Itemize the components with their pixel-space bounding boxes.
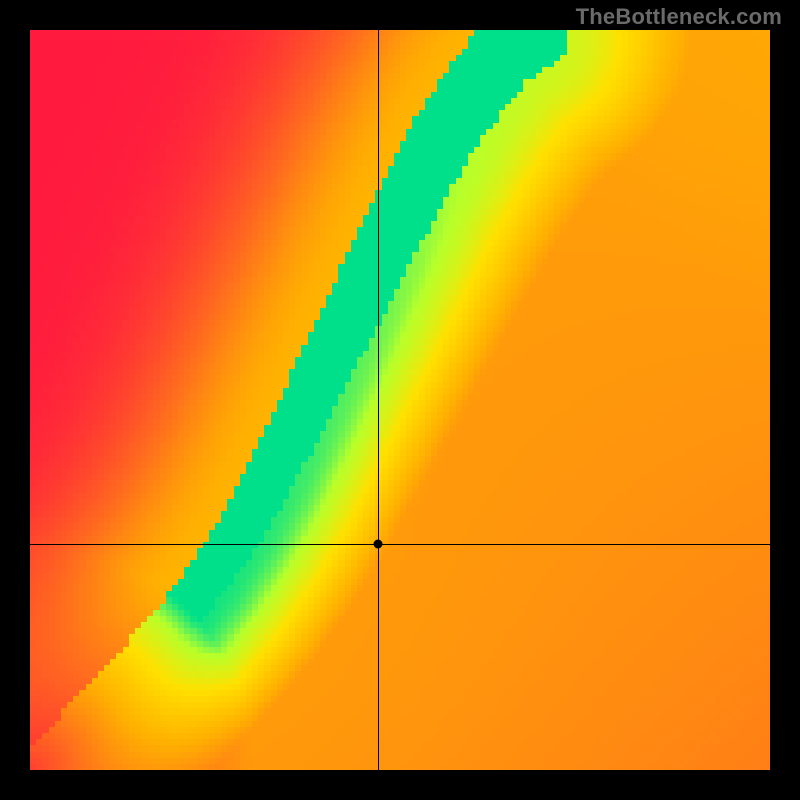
- crosshair-horizontal-line: [30, 544, 770, 545]
- figure-container: TheBottleneck.com: [0, 0, 800, 800]
- crosshair-vertical-line: [378, 30, 379, 770]
- watermark-label: TheBottleneck.com: [576, 4, 782, 30]
- heatmap-plot: [30, 30, 770, 770]
- heatmap-canvas: [30, 30, 770, 770]
- crosshair-marker: [373, 540, 382, 549]
